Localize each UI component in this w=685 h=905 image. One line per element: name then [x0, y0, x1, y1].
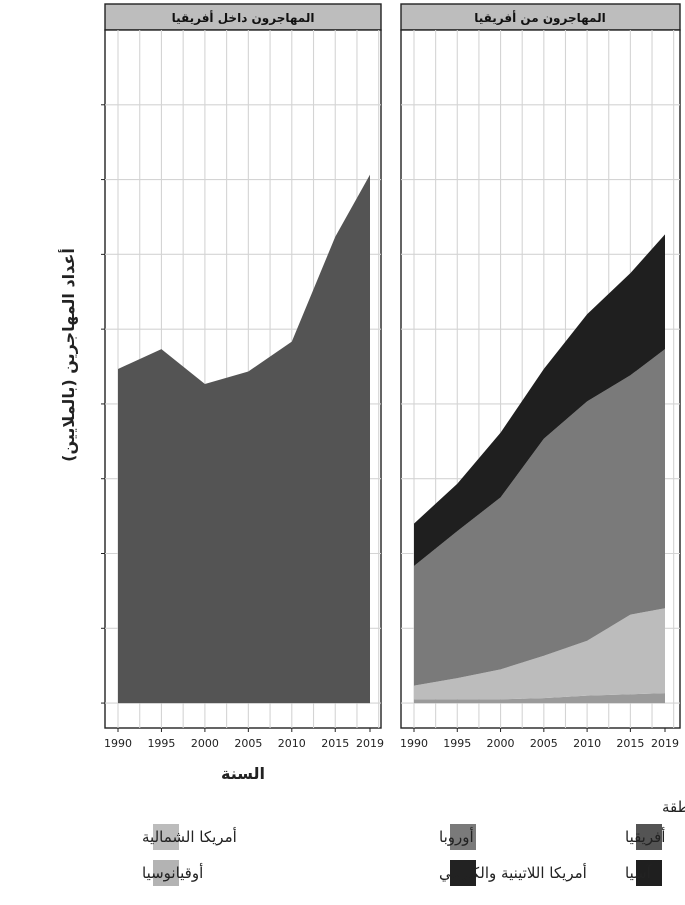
legend-swatch	[636, 824, 662, 850]
x-tick-label: 2000	[487, 737, 515, 750]
legend-swatch	[450, 824, 476, 850]
legend-swatch	[636, 860, 662, 886]
area-series-أوقيانوسيا	[414, 693, 665, 704]
x-tick-label: 1995	[443, 737, 471, 750]
x-axis-title: السنة	[221, 764, 265, 783]
panel-title-within: المهاجرون داخل أفريقيا	[172, 10, 315, 26]
x-tick-label: 2019	[356, 737, 384, 750]
x-tick-label: 1990	[400, 737, 428, 750]
area-series-أوروبا	[414, 349, 665, 686]
areas-within	[118, 174, 370, 704]
legend-label: أمريكا اللاتينية والكاريبي	[439, 863, 587, 883]
legend-label: أوروبا	[439, 827, 474, 846]
legend: المنطقة أفريقيا آسيا أوروبا أمريكا اللاتيني…	[142, 798, 685, 886]
panel-strip-within	[104, 3, 382, 31]
panel-title-from: المهاجرون من أفريقيا	[474, 10, 605, 26]
x-tick-label: 2015	[616, 737, 644, 750]
legend-swatch	[153, 860, 179, 886]
x-tick-label: 2010	[278, 737, 306, 750]
x-axis-from: 1990 1995 2000 2005 2010 2015 2019	[400, 728, 679, 750]
x-tick-label: 2005	[234, 737, 262, 750]
legend-title: المنطقة	[662, 798, 685, 816]
legend-label: أمريكا الشمالية	[142, 827, 237, 846]
x-tick-label: 2015	[321, 737, 349, 750]
panel-strip-from	[400, 3, 681, 31]
x-axis-within: 1990 1995 2000 2005 2010 2015 2019	[104, 728, 384, 750]
legend-label: آسيا	[625, 864, 652, 882]
area-series-أفريقيا	[118, 174, 370, 704]
legend-label: أفريقيا	[625, 827, 665, 846]
x-tick-label: 2005	[530, 737, 558, 750]
areas-from	[414, 234, 665, 704]
x-tick-label: 2019	[651, 737, 679, 750]
legend-swatch	[153, 824, 179, 850]
x-tick-label: 1990	[104, 737, 132, 750]
legend-label: أوقيانوسيا	[142, 863, 203, 882]
x-tick-label: 2010	[573, 737, 601, 750]
area-series-آسيا	[414, 234, 665, 566]
panel-within-africa: المهاجرون داخل أفريقيا 1990 1995 2000 2005 2…	[104, 3, 384, 750]
x-tick-label: 2000	[191, 737, 219, 750]
panel-from-africa: المهاجرون من أفريقيا 1990 1995 2000 2005 201…	[400, 3, 681, 750]
y-axis-title: أعداد المهاجرين (بالملايين)	[58, 248, 78, 462]
x-tick-label: 1995	[147, 737, 175, 750]
legend-swatch	[450, 860, 476, 886]
area-series-أمريكا الشمالية	[414, 608, 665, 700]
